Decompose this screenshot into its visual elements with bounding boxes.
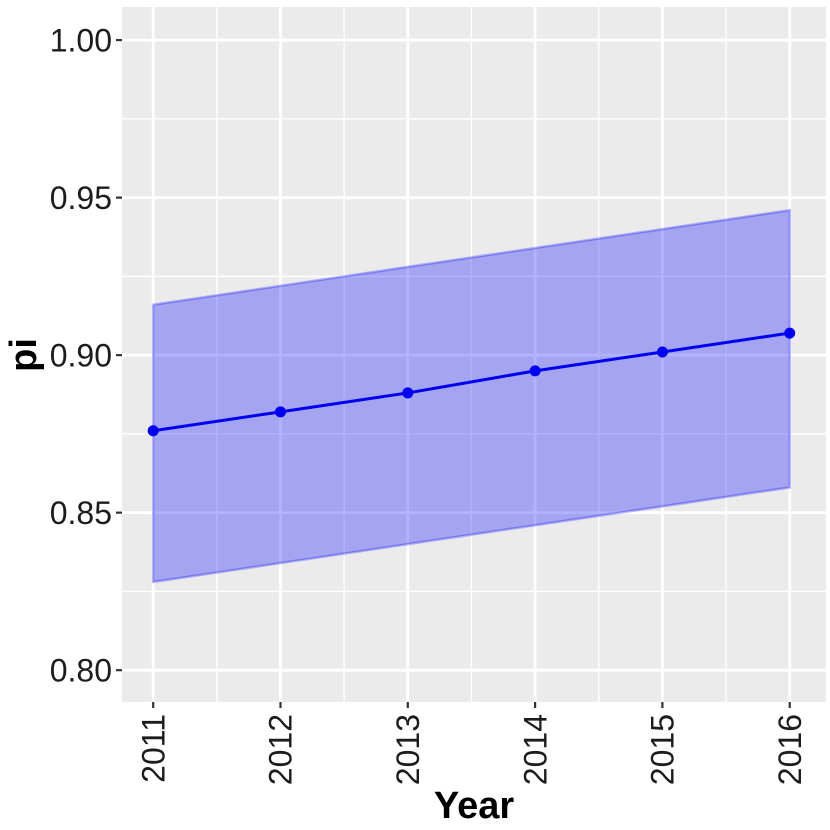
x-tick-label: 2013 (390, 714, 426, 785)
y-tick-label: 0.90 (50, 337, 112, 373)
trend-line (151, 331, 792, 433)
y-axis-title: pi (3, 338, 45, 372)
x-tick-label: 2012 (263, 714, 299, 785)
data-point (147, 425, 159, 437)
data-point (274, 406, 286, 418)
x-tick-label: 2014 (517, 714, 553, 785)
data-point (529, 365, 541, 377)
y-tick-label: 0.85 (50, 495, 112, 531)
data-point (402, 387, 414, 399)
confidence-ribbon (151, 208, 791, 584)
panel-layer: 2011 2012 2013 2014 2015 2016 1.00 0.95 0.90 0.85… (50, 7, 826, 785)
x-tick-label: 2016 (772, 714, 808, 785)
x-tick-label: 2015 (645, 714, 681, 785)
y-tick-label: 1.00 (50, 22, 112, 58)
data-point (656, 346, 668, 358)
data-point (784, 327, 796, 339)
y-tick-label: 0.80 (50, 652, 112, 688)
x-axis-title: Year (434, 785, 515, 827)
y-tick-label: 0.95 (50, 180, 112, 216)
x-tick-label: 2011 (135, 714, 171, 783)
